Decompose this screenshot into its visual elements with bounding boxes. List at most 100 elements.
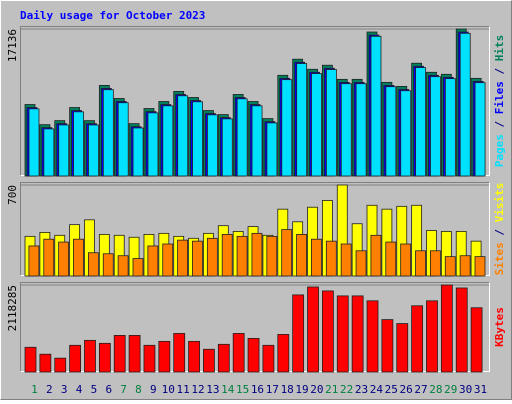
y-tick-label: 17136 — [6, 29, 19, 62]
bar — [247, 337, 260, 373]
bar — [73, 238, 84, 277]
legend-entry: KBytes — [493, 307, 506, 347]
panel-edge-dark — [20, 282, 490, 372]
bar — [370, 234, 382, 277]
x-tick-label: 7 — [120, 383, 127, 396]
x-tick-label: 13 — [206, 383, 219, 396]
bar — [147, 245, 159, 277]
bar — [217, 343, 230, 373]
bar — [221, 118, 233, 177]
x-tick-label: 29 — [444, 383, 457, 396]
x-tick-label: 18 — [281, 383, 294, 396]
bar — [69, 344, 82, 373]
bar — [177, 239, 189, 277]
bar — [28, 108, 40, 177]
legend-separator: / — [493, 61, 506, 81]
legend-separator: / — [493, 114, 506, 134]
bar — [132, 258, 144, 277]
bar — [455, 287, 468, 373]
bar — [43, 238, 55, 277]
bar — [470, 307, 483, 373]
bar — [426, 300, 438, 373]
x-tick-label: 20 — [310, 383, 323, 396]
bar — [385, 86, 397, 177]
bar — [73, 111, 84, 177]
bar — [262, 344, 275, 373]
x-tick-label: 11 — [176, 383, 189, 396]
bar — [128, 335, 141, 373]
bar — [162, 105, 174, 177]
bar — [266, 235, 278, 277]
bar — [203, 348, 215, 373]
bar — [459, 255, 471, 277]
legend: Sites / Visits — [493, 183, 506, 276]
bar — [58, 241, 70, 277]
bar — [355, 250, 367, 277]
legend-entry: Sites — [493, 242, 506, 275]
bar — [411, 305, 424, 373]
legend-entry: Pages — [493, 134, 506, 167]
legend-entry: Hits — [493, 35, 506, 62]
bar — [266, 122, 278, 177]
bar — [143, 344, 156, 373]
x-tick-label: 4 — [76, 383, 83, 396]
bar — [132, 127, 144, 177]
bar — [277, 334, 290, 373]
x-tick-label: 26 — [400, 383, 413, 396]
bar — [440, 284, 453, 373]
bar — [221, 233, 233, 277]
x-tick-label: 17 — [266, 383, 279, 396]
bar — [340, 83, 352, 177]
legend: Pages / Files / Hits — [493, 35, 506, 168]
legend-separator: / — [493, 222, 506, 242]
bar — [102, 89, 114, 177]
x-tick-label: 12 — [191, 383, 204, 396]
bar — [474, 256, 486, 277]
bar — [351, 295, 364, 373]
bar — [281, 79, 293, 177]
bar — [147, 112, 159, 177]
bar — [459, 32, 471, 177]
panel-edge-dark — [20, 26, 490, 176]
bar — [236, 98, 248, 177]
bar — [162, 243, 174, 277]
bar — [87, 252, 99, 277]
x-tick-label: 19 — [295, 383, 308, 396]
bar — [113, 335, 126, 373]
bar — [444, 78, 456, 177]
bar — [192, 101, 203, 177]
x-tick-label: 6 — [105, 383, 112, 396]
y-tick-label: 700 — [6, 185, 19, 205]
bar — [340, 243, 352, 277]
bar — [311, 238, 322, 277]
bar — [207, 114, 218, 177]
x-tick-label: 9 — [150, 383, 157, 396]
bar — [206, 237, 218, 277]
bar — [192, 240, 203, 277]
bar — [102, 253, 114, 277]
bar — [400, 90, 412, 177]
x-tick-label: 25 — [385, 383, 398, 396]
bar — [355, 83, 367, 177]
bar — [396, 323, 409, 373]
bar — [325, 240, 337, 277]
x-tick-label: 10 — [162, 383, 175, 396]
bar — [292, 294, 305, 373]
legend: KBytes — [493, 307, 506, 347]
x-tick-label: 27 — [414, 383, 427, 396]
bar — [430, 76, 441, 177]
bar — [43, 128, 55, 177]
bar — [232, 333, 245, 373]
bar — [24, 346, 37, 373]
bar — [296, 233, 307, 277]
x-tick-label: 22 — [340, 383, 353, 396]
x-tick-label: 23 — [355, 383, 368, 396]
bar — [173, 333, 186, 373]
bar — [381, 319, 394, 373]
y-tick-label: 2118285 — [6, 285, 19, 331]
x-tick-label: 8 — [135, 383, 142, 396]
x-tick-label: 1 — [31, 383, 38, 396]
bar — [188, 340, 200, 373]
bar — [39, 353, 52, 373]
